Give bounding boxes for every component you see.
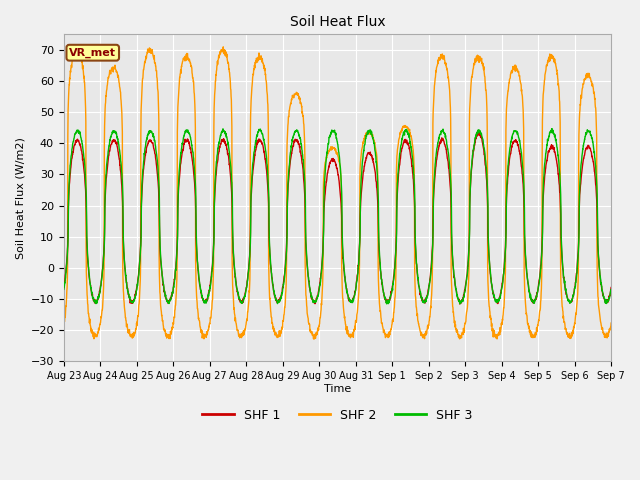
SHF 2: [310, 336, 318, 342]
Title: Soil Heat Flux: Soil Heat Flux: [290, 15, 385, 29]
SHF 3: [353, 277, 361, 283]
SHF 2: [354, 306, 362, 312]
SHF 1: [607, 285, 615, 290]
SHF 2: [60, 323, 68, 328]
SHF 2: [575, 264, 582, 270]
SHF 3: [575, 248, 582, 254]
SHF 3: [559, 267, 567, 273]
SHF 2: [559, 315, 567, 321]
Line: SHF 2: SHF 2: [64, 47, 611, 339]
SHF 3: [212, 158, 220, 164]
SHF 2: [607, 320, 615, 326]
Text: VR_met: VR_met: [69, 48, 116, 58]
Y-axis label: Soil Heat Flux (W/m2): Soil Heat Flux (W/m2): [15, 137, 25, 259]
SHF 3: [60, 287, 68, 292]
SHF 1: [456, 301, 463, 307]
SHF 3: [607, 288, 615, 293]
SHF 3: [548, 126, 556, 132]
SHF 1: [476, 129, 483, 135]
SHF 2: [365, 130, 373, 135]
X-axis label: Time: Time: [324, 384, 351, 394]
SHF 1: [575, 243, 582, 249]
SHF 3: [383, 301, 390, 307]
SHF 1: [559, 269, 567, 275]
Line: SHF 3: SHF 3: [64, 129, 611, 304]
SHF 2: [213, 67, 221, 73]
Line: SHF 1: SHF 1: [64, 132, 611, 304]
SHF 1: [365, 150, 373, 156]
SHF 3: [497, 293, 504, 299]
SHF 1: [497, 290, 505, 296]
Legend: SHF 1, SHF 2, SHF 3: SHF 1, SHF 2, SHF 3: [197, 404, 477, 427]
SHF 1: [212, 168, 220, 173]
SHF 1: [60, 285, 68, 290]
SHF 2: [497, 326, 505, 332]
SHF 1: [353, 273, 361, 278]
SHF 3: [365, 128, 373, 133]
SHF 2: [72, 44, 80, 49]
